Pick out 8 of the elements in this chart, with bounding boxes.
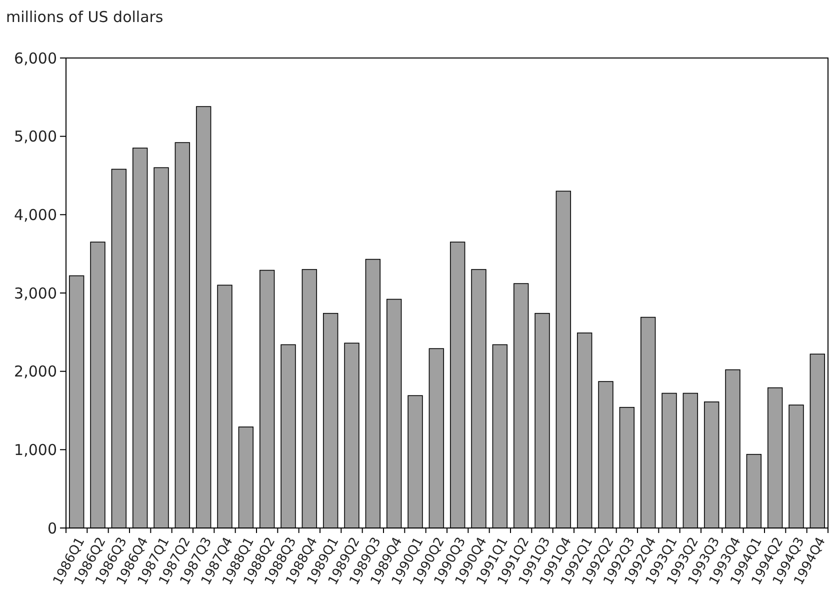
y-tick-label: 4,000 bbox=[14, 206, 57, 224]
y-tick-label: 6,000 bbox=[14, 49, 57, 68]
y-tick-label: 1,000 bbox=[14, 440, 57, 459]
y-tick-label: 3,000 bbox=[14, 284, 57, 302]
y-tick-label: 2,000 bbox=[14, 362, 57, 381]
y-tick-label: 0 bbox=[47, 519, 57, 538]
y-tick-label: 5,000 bbox=[14, 128, 57, 146]
y-axis-title: millions of US dollars bbox=[6, 8, 164, 26]
